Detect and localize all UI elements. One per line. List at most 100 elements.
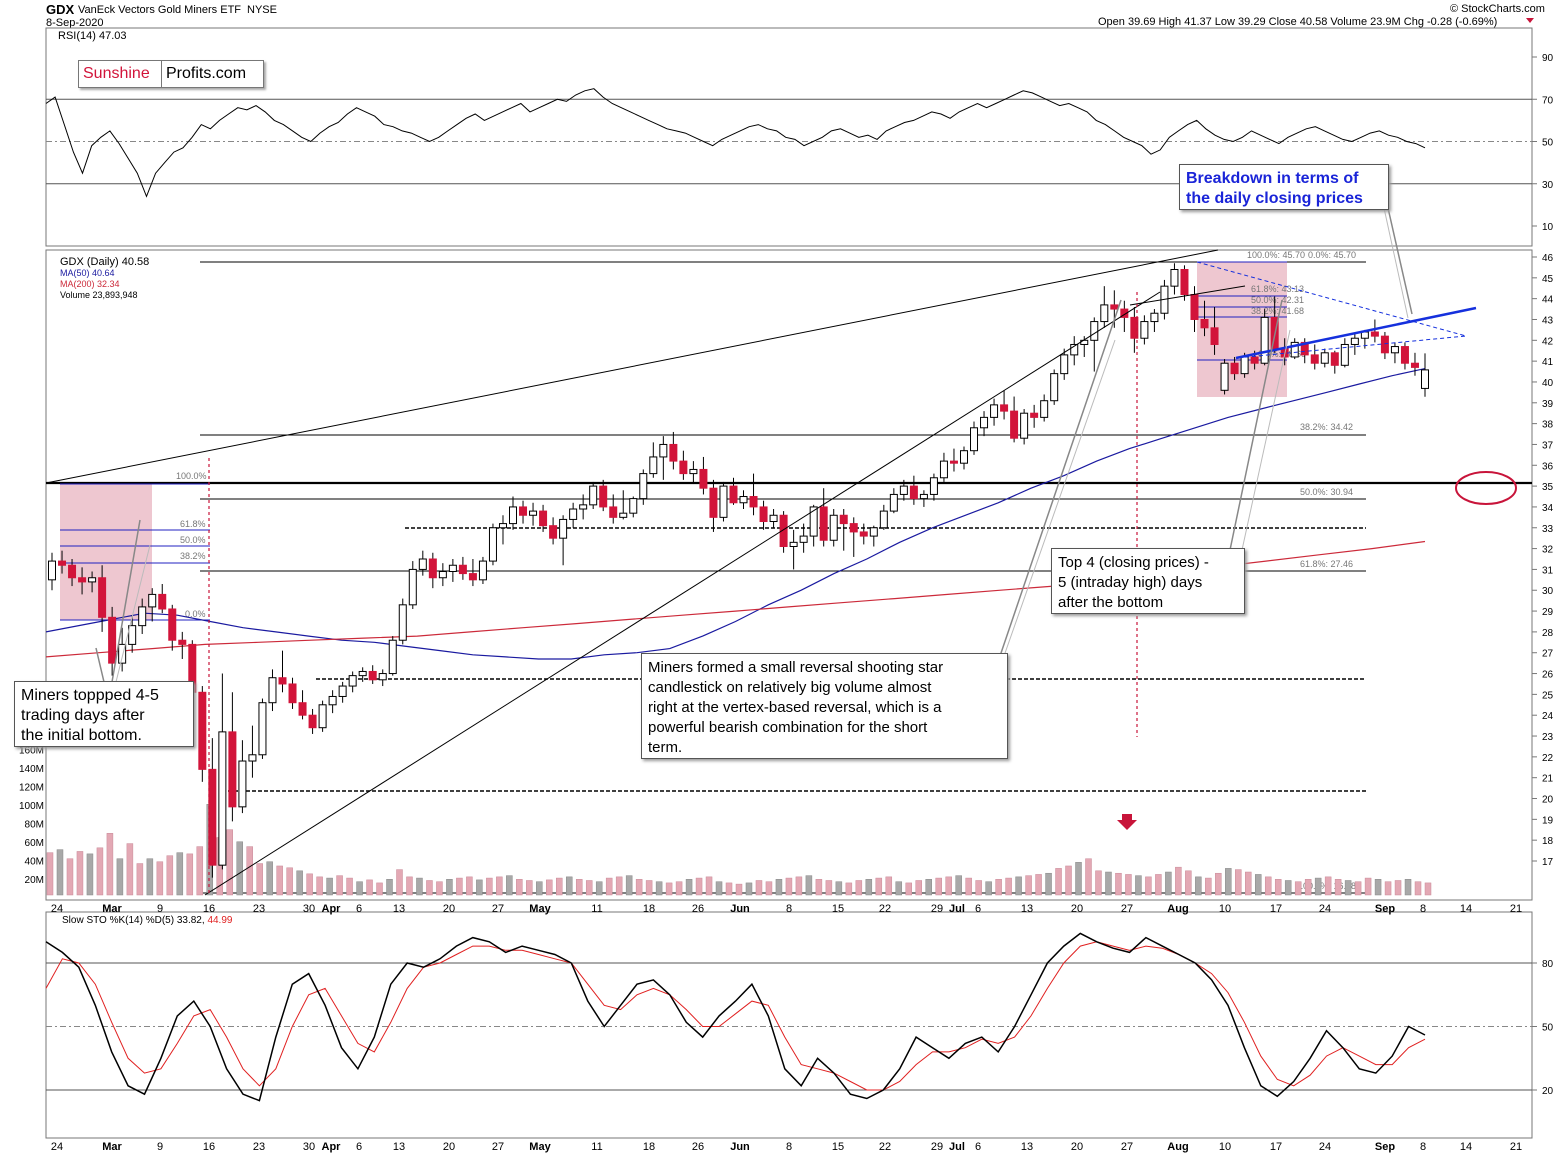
x-tick-label-bottom: 6 [975, 1141, 981, 1153]
volume-bar [615, 876, 623, 896]
x-tick-label: 20 [1071, 903, 1083, 915]
candle-body [98, 577, 107, 618]
logo-part2: Profits.com [161, 61, 246, 87]
callout-pointer [115, 544, 151, 683]
volume-bar [116, 858, 124, 896]
candle-body [929, 477, 938, 495]
fib-label: 38.2%: 41.68 [1251, 306, 1304, 316]
x-tick-label: Apr [322, 903, 342, 915]
volume-bar [665, 882, 673, 896]
x-tick-label: 21 [1510, 903, 1522, 915]
candle-body [689, 468, 698, 475]
volume-bar [186, 853, 194, 896]
x-tick-label-bottom: 13 [1021, 1141, 1033, 1153]
candle-body [278, 677, 287, 685]
candle-body [599, 485, 608, 508]
dropdown-arrow-icon [1526, 18, 1534, 23]
volume-bar [1274, 879, 1282, 896]
volume-bar [556, 877, 563, 896]
candle-body [1180, 268, 1189, 295]
volume-bar [276, 865, 283, 896]
volume-bar [965, 877, 972, 896]
volume-tick-label: 60M [25, 838, 44, 849]
volume-bar [436, 881, 443, 896]
volume-bar [1394, 880, 1402, 896]
candle-body [939, 460, 948, 479]
x-tick-label-bottom: 16 [203, 1141, 215, 1153]
legend-sto: Slow STO %K(14) %D(5) 33.82, 44.99 [62, 915, 232, 926]
candle-body [1350, 337, 1359, 345]
x-tick-label-bottom: 21 [1510, 1141, 1522, 1153]
candle-body [1290, 341, 1299, 358]
x-tick-label: 13 [1021, 903, 1033, 915]
legend-rsi: RSI(14) 47.03 [58, 30, 127, 42]
price-tick-label: 38 [1542, 420, 1554, 431]
volume-bar [625, 875, 633, 896]
header-symbol: GDX [46, 2, 75, 17]
sto-tick-label: 80 [1542, 959, 1554, 970]
x-tick-label: May [529, 903, 551, 915]
sunshine-profits-logo: Sunshine Profits.com [78, 60, 264, 88]
candle-body [980, 416, 989, 429]
volume-bar [366, 879, 373, 896]
volume-bar [526, 880, 533, 896]
x-tick-label-bottom: 6 [356, 1141, 362, 1153]
volume-bar [645, 880, 653, 896]
volume-bar [1185, 870, 1192, 896]
candle-body [1060, 354, 1069, 375]
candle-body [498, 523, 507, 529]
volume-bar [1155, 874, 1162, 896]
candle-body [178, 639, 187, 645]
fib-label: 61.8% [180, 519, 206, 529]
volume-bar [845, 882, 853, 896]
volume-bar [795, 876, 803, 896]
price-tick-label: 40 [1542, 378, 1554, 389]
price-tick-label: 45 [1542, 274, 1554, 285]
candle-body [1190, 293, 1199, 320]
annotation-star-line2: candlestick on relatively big volume alm… [648, 679, 932, 696]
volume-bar [46, 852, 54, 896]
sto-d-line [45, 941, 1426, 1091]
volume-bar [875, 877, 883, 896]
volume-tick-label: 120M [19, 783, 44, 794]
volume-bar [575, 879, 583, 896]
x-tick-label: 20 [443, 903, 455, 915]
candle-body [559, 518, 568, 539]
fib-label: 50.0%: 42.31 [1251, 295, 1304, 305]
candle-body [789, 541, 798, 548]
volume-bar [765, 881, 773, 896]
x-tick-label: Aug [1167, 903, 1188, 915]
candle-body [889, 493, 898, 512]
price-tick-label: 31 [1542, 565, 1554, 576]
candle-body [1050, 373, 1059, 402]
volume-bar [1364, 877, 1372, 896]
x-tick-label: 6 [975, 903, 981, 915]
volume-bar [945, 876, 952, 896]
volume-bar [725, 882, 733, 896]
candle-body [1200, 318, 1209, 329]
x-tick-label-bottom: 8 [1420, 1141, 1426, 1153]
annotation-top4-line2: 5 (intraday high) days [1058, 574, 1203, 591]
price-tick-label: 34 [1542, 503, 1554, 514]
volume-bar [1264, 876, 1272, 896]
candle-body [519, 506, 528, 516]
candle-body [759, 506, 768, 523]
volume-bar [565, 876, 573, 896]
candle-body [448, 564, 457, 572]
x-tick-label-bottom: 10 [1219, 1141, 1231, 1153]
volume-bar [106, 833, 114, 896]
candle-body [809, 506, 818, 537]
rsi-tick-label: 70 [1542, 95, 1554, 106]
candle-body [68, 564, 77, 579]
fib-label: 100.0%: 45.70 [1247, 250, 1305, 260]
x-tick-label: Sep [1375, 903, 1395, 915]
candle-body [749, 496, 758, 508]
price-tick-label: 28 [1542, 628, 1554, 639]
candle-body [579, 504, 588, 510]
fib-label: 50.0%: 30.94 [1300, 487, 1353, 497]
candle-body [318, 704, 327, 729]
volume-bar [1065, 865, 1072, 896]
x-tick-label-bottom: 17 [1270, 1141, 1282, 1153]
volume-bar [456, 877, 463, 896]
candle-body [529, 510, 538, 516]
